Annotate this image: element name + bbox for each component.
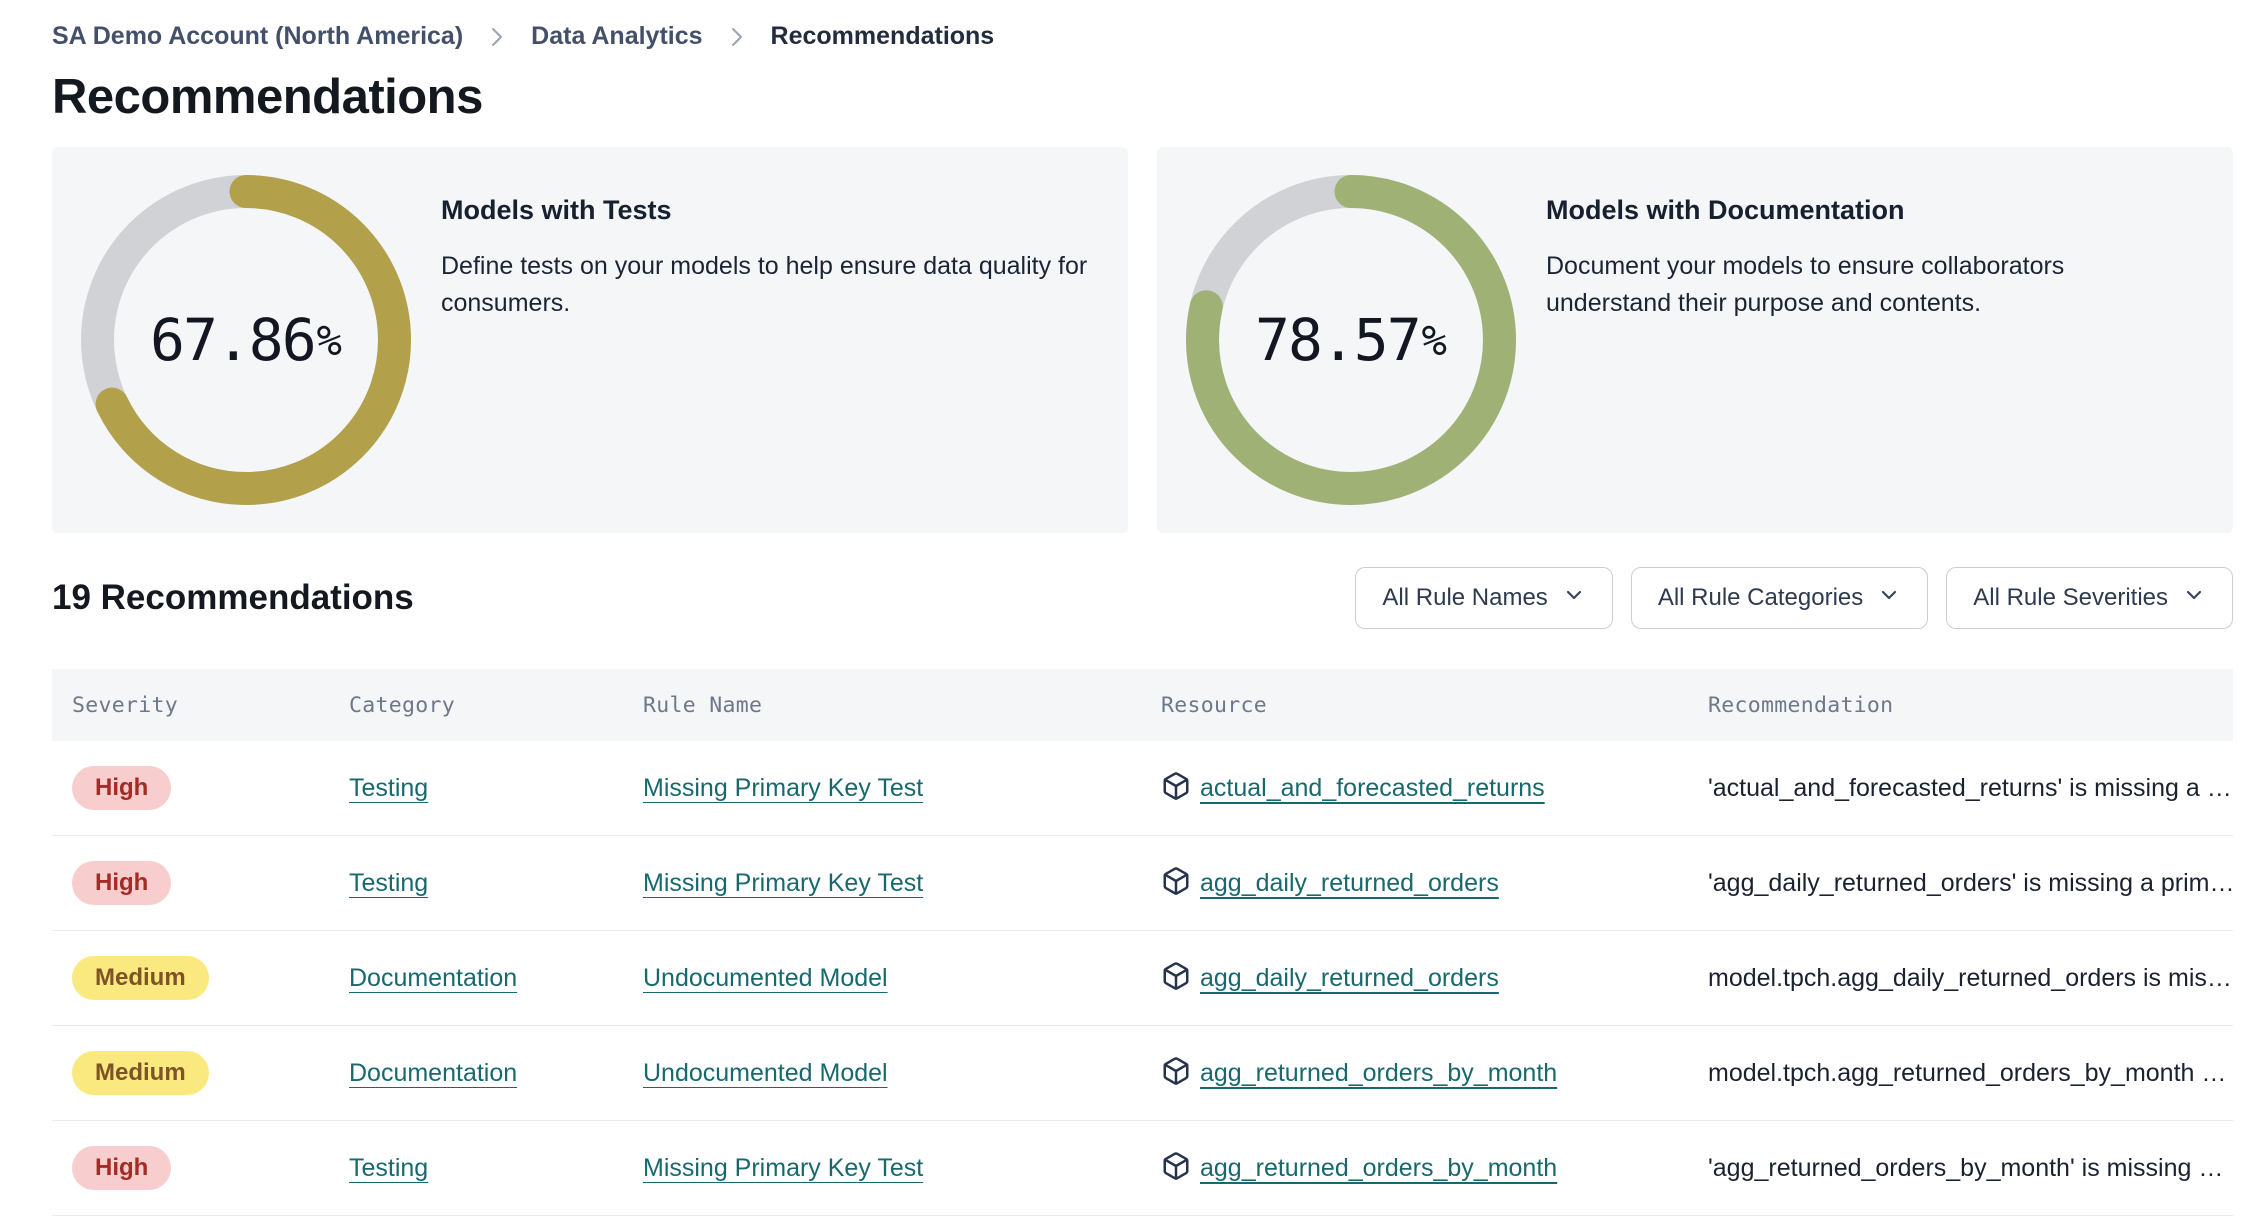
- chevron-down-icon: [2182, 583, 2206, 614]
- list-header: 19 Recommendations All Rule Names All Ru…: [52, 567, 2233, 629]
- resource-link[interactable]: agg_returned_orders_by_month: [1200, 1058, 1558, 1087]
- severity-badge: Medium: [72, 956, 209, 1000]
- chevron-down-icon: [1562, 583, 1586, 614]
- recommendations-count-title: 19 Recommendations: [52, 578, 414, 617]
- resource-link[interactable]: agg_daily_returned_orders: [1200, 963, 1499, 992]
- summary-cards: 67.86 % Models with Tests Define tests o…: [52, 147, 2233, 533]
- donut-ring: [81, 175, 411, 505]
- recommendation-text: 'agg_daily_returned_orders' is missing a…: [1708, 868, 2233, 897]
- category-link[interactable]: Testing: [349, 1153, 429, 1182]
- recommendation-text: 'agg_returned_orders_by_month' is missin…: [1708, 1153, 2224, 1182]
- chevron-down-icon: [1877, 583, 1901, 614]
- severity-badge: High: [72, 1146, 172, 1190]
- table-row: High Testing Missing Primary Key Test ac…: [52, 741, 2233, 836]
- category-link[interactable]: Testing: [349, 773, 429, 802]
- chevron-right-icon: [729, 25, 745, 49]
- table-header-row: Severity Category Rule Name Resource Rec…: [52, 669, 2233, 741]
- table-row: High Testing Missing Primary Key Test ag…: [52, 1121, 2233, 1216]
- tests-donut-chart: 67.86 %: [81, 175, 411, 505]
- column-header-category: Category: [349, 692, 455, 718]
- recommendation-text: model.tpch.agg_daily_returned_orders is …: [1708, 963, 2232, 992]
- resource-link[interactable]: agg_returned_orders_by_month: [1200, 1153, 1558, 1182]
- table-row: High Testing Missing Primary Key Test ag…: [52, 836, 2233, 931]
- card-description: Define tests on your models to help ensu…: [441, 252, 1088, 317]
- model-cube-icon: [1161, 961, 1191, 996]
- rule-name-link[interactable]: Undocumented Model: [643, 1058, 888, 1087]
- tests-percentage: 67.86 %: [150, 306, 342, 374]
- table-row: Medium Documentation Undocumented Model …: [52, 931, 2233, 1026]
- column-header-rule-name: Rule Name: [643, 692, 763, 718]
- severity-badge: High: [72, 861, 172, 905]
- breadcrumb-project[interactable]: Data Analytics: [531, 22, 703, 50]
- page-title: Recommendations: [52, 70, 483, 124]
- severity-badge: Medium: [72, 1051, 209, 1095]
- rule-name-link[interactable]: Missing Primary Key Test: [643, 1153, 924, 1182]
- category-link[interactable]: Testing: [349, 868, 429, 897]
- column-header-recommendation: Recommendation: [1708, 692, 1894, 718]
- resource-link[interactable]: actual_and_forecasted_returns: [1200, 773, 1545, 802]
- card-description: Document your models to ensure collabora…: [1546, 252, 2065, 317]
- filter-bar: All Rule Names All Rule Categories All R…: [1355, 567, 2233, 629]
- category-link[interactable]: Documentation: [349, 963, 518, 992]
- column-header-resource: Resource: [1161, 692, 1267, 718]
- card-title: Models with Tests: [441, 195, 672, 225]
- column-header-severity: Severity: [72, 692, 178, 718]
- resource-link[interactable]: agg_daily_returned_orders: [1200, 868, 1499, 897]
- model-cube-icon: [1161, 1056, 1191, 1091]
- rule-severities-filter-dropdown[interactable]: All Rule Severities: [1946, 567, 2233, 629]
- rule-name-link[interactable]: Missing Primary Key Test: [643, 773, 924, 802]
- breadcrumb-account[interactable]: SA Demo Account (North America): [52, 22, 464, 50]
- donut-ring: [1186, 175, 1516, 505]
- rule-categories-filter-dropdown[interactable]: All Rule Categories: [1630, 567, 1929, 629]
- recommendation-text: 'actual_and_forecasted_returns' is missi…: [1708, 773, 2232, 802]
- rule-names-filter-dropdown[interactable]: All Rule Names: [1355, 567, 1613, 629]
- breadcrumb: SA Demo Account (North America) Data Ana…: [52, 22, 2233, 51]
- recommendation-text: model.tpch.agg_returned_orders_by_month …: [1708, 1058, 2227, 1087]
- docs-donut-chart: 78.57 %: [1186, 175, 1516, 505]
- breadcrumb-current: Recommendations: [770, 22, 995, 50]
- model-cube-icon: [1161, 866, 1191, 901]
- recommendations-table: Severity Category Rule Name Resource Rec…: [52, 669, 2233, 1216]
- rule-name-link[interactable]: Undocumented Model: [643, 963, 888, 992]
- table-row: Medium Documentation Undocumented Model …: [52, 1026, 2233, 1121]
- models-with-documentation-card: 78.57 % Models with Documentation Docume…: [1157, 147, 2233, 533]
- docs-percentage: 78.57 %: [1255, 306, 1447, 374]
- rule-name-link[interactable]: Missing Primary Key Test: [643, 868, 924, 897]
- models-with-tests-card: 67.86 % Models with Tests Define tests o…: [52, 147, 1128, 533]
- chevron-right-icon: [489, 25, 505, 49]
- category-link[interactable]: Documentation: [349, 1058, 518, 1087]
- card-title: Models with Documentation: [1546, 195, 1905, 225]
- model-cube-icon: [1161, 1151, 1191, 1186]
- model-cube-icon: [1161, 771, 1191, 806]
- severity-badge: High: [72, 766, 172, 810]
